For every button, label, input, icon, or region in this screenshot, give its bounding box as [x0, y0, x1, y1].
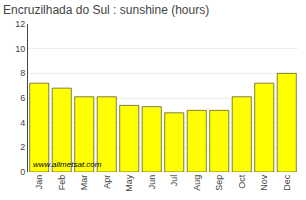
svg-text:Mar: Mar [79, 175, 89, 191]
svg-text:Feb: Feb [57, 175, 67, 191]
svg-text:0: 0 [20, 167, 25, 177]
svg-text:Jul: Jul [169, 175, 179, 187]
svg-text:Apr: Apr [102, 175, 112, 189]
svg-text:6: 6 [20, 93, 25, 103]
svg-text:www.allmetsat.com: www.allmetsat.com [33, 160, 102, 169]
svg-text:Aug: Aug [192, 175, 202, 191]
svg-text:8: 8 [20, 68, 25, 78]
svg-text:2: 2 [20, 142, 25, 152]
svg-text:Dec: Dec [282, 174, 292, 191]
svg-text:4: 4 [20, 118, 25, 128]
svg-text:May: May [124, 174, 134, 192]
svg-text:Nov: Nov [259, 174, 269, 191]
svg-text:Jan: Jan [34, 175, 44, 190]
svg-text:Encruzilhada do Sul : sunshine: Encruzilhada do Sul : sunshine (hours) [3, 3, 209, 17]
svg-text:Jun: Jun [147, 175, 157, 190]
svg-text:12: 12 [15, 19, 25, 29]
svg-text:10: 10 [15, 44, 25, 54]
svg-text:Oct: Oct [237, 174, 247, 189]
svg-text:Sep: Sep [214, 175, 224, 191]
